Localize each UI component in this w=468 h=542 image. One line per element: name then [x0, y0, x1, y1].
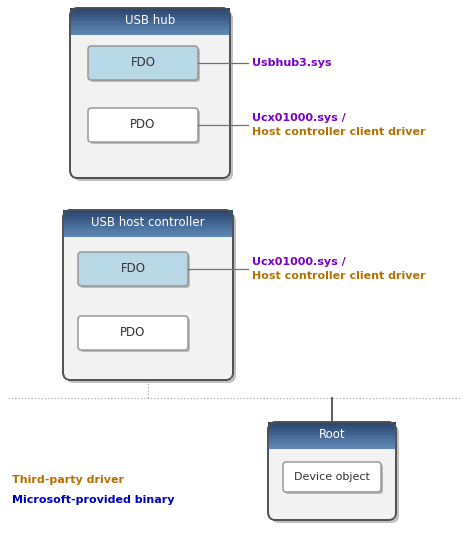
Bar [70, 8, 230, 10]
FancyBboxPatch shape [268, 422, 396, 520]
Bar [70, 17, 230, 19]
FancyBboxPatch shape [78, 316, 188, 350]
Bar [268, 428, 396, 430]
Bar [70, 14, 230, 16]
FancyBboxPatch shape [271, 425, 399, 523]
Text: Host controller client driver: Host controller client driver [252, 127, 425, 137]
FancyBboxPatch shape [283, 462, 381, 492]
Bar [268, 425, 396, 427]
Bar [268, 442, 396, 444]
Text: FDO: FDO [120, 262, 146, 275]
Bar [70, 21, 230, 23]
Bar [70, 9, 230, 11]
Bar [268, 445, 396, 447]
Bar [63, 235, 233, 237]
Bar [63, 227, 233, 229]
Bar [63, 211, 233, 214]
Bar [70, 28, 230, 30]
Bar [63, 210, 233, 212]
Bar [270, 448, 395, 519]
Text: PDO: PDO [130, 119, 156, 132]
Bar [268, 438, 396, 440]
Bar [63, 231, 233, 234]
FancyBboxPatch shape [88, 108, 198, 142]
Bar [70, 30, 230, 32]
Bar [268, 436, 396, 438]
Text: USB hub: USB hub [125, 15, 175, 28]
Text: Ucx01000.sys /: Ucx01000.sys / [252, 257, 346, 267]
Bar [72, 34, 228, 177]
FancyBboxPatch shape [63, 210, 233, 380]
Bar [70, 25, 230, 28]
Bar [63, 222, 233, 224]
FancyBboxPatch shape [90, 110, 200, 144]
Bar [63, 233, 233, 235]
Bar [63, 216, 233, 218]
Bar [268, 435, 396, 437]
Bar [70, 33, 230, 35]
Bar [70, 27, 230, 29]
Bar [268, 444, 396, 446]
Bar [268, 432, 396, 434]
Text: PDO: PDO [120, 326, 146, 339]
Bar [268, 431, 396, 433]
Bar [268, 427, 396, 428]
Text: Usbhub3.sys: Usbhub3.sys [252, 58, 331, 68]
Text: USB host controller: USB host controller [91, 216, 205, 229]
Text: Microsoft-provided binary: Microsoft-provided binary [12, 495, 175, 505]
Bar [70, 24, 230, 26]
Bar [65, 236, 232, 378]
Bar [268, 434, 396, 436]
Bar [63, 229, 233, 231]
Text: Host controller client driver: Host controller client driver [252, 271, 425, 281]
Text: Ucx01000.sys /: Ucx01000.sys / [252, 113, 346, 123]
Bar [70, 20, 230, 22]
FancyBboxPatch shape [80, 254, 190, 288]
Bar [268, 440, 396, 441]
Bar [268, 441, 396, 443]
Text: Device object: Device object [294, 472, 370, 482]
Bar [63, 214, 233, 216]
Bar [70, 22, 230, 24]
Bar [70, 18, 230, 20]
Bar [70, 31, 230, 33]
Bar [70, 15, 230, 17]
Bar [268, 422, 396, 424]
FancyBboxPatch shape [66, 213, 236, 383]
Bar [70, 11, 230, 13]
FancyBboxPatch shape [70, 8, 230, 178]
Bar [268, 429, 396, 431]
Bar [63, 224, 233, 227]
Bar [63, 223, 233, 225]
Text: Root: Root [319, 429, 345, 442]
Bar [63, 218, 233, 221]
FancyBboxPatch shape [88, 46, 198, 80]
Bar [63, 213, 233, 215]
Text: FDO: FDO [131, 56, 155, 69]
Bar [70, 12, 230, 15]
FancyBboxPatch shape [90, 48, 200, 82]
FancyBboxPatch shape [285, 464, 383, 494]
FancyBboxPatch shape [73, 11, 233, 181]
Bar [63, 217, 233, 220]
Bar [268, 447, 396, 449]
Text: Third-party driver: Third-party driver [12, 475, 124, 485]
Bar [268, 423, 396, 425]
Bar [63, 220, 233, 222]
Bar [63, 230, 233, 233]
Bar [63, 226, 233, 228]
FancyBboxPatch shape [78, 252, 188, 286]
FancyBboxPatch shape [80, 318, 190, 352]
